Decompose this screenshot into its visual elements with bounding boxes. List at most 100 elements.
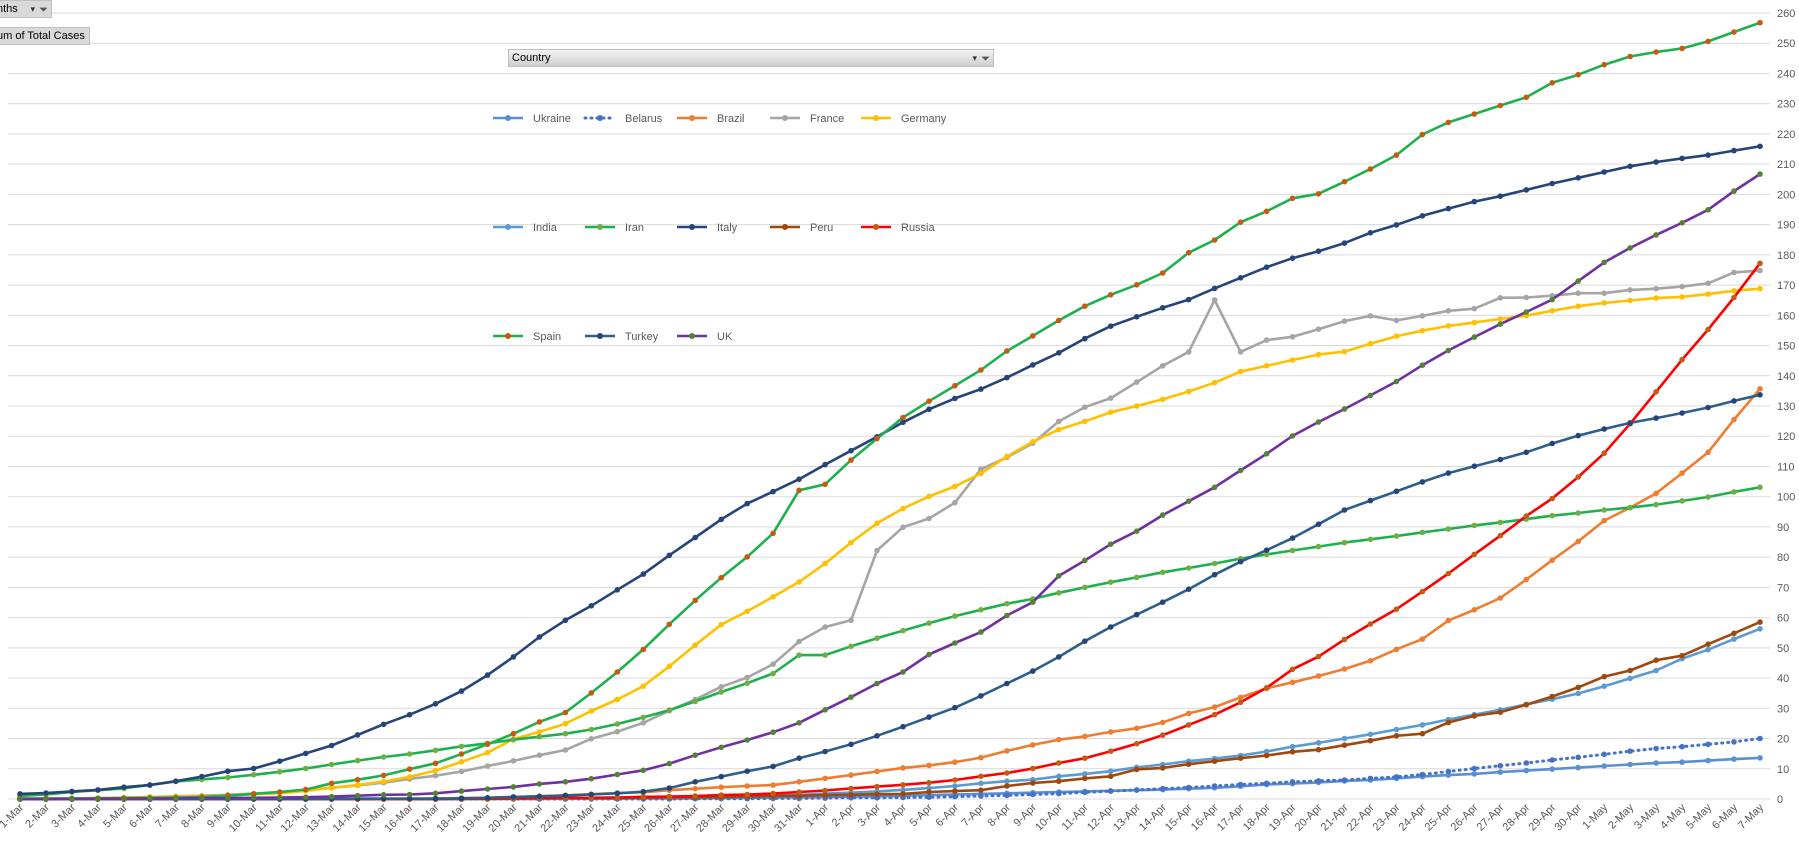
data-point bbox=[1133, 379, 1140, 385]
months-field-label: nths bbox=[0, 3, 18, 15]
series-brazil bbox=[17, 386, 1763, 802]
data-point bbox=[354, 757, 361, 764]
legend-item[interactable]: UK bbox=[677, 331, 733, 343]
data-point bbox=[380, 795, 387, 802]
legend-item[interactable]: Peru bbox=[770, 222, 833, 234]
data-point bbox=[978, 470, 984, 477]
data-point bbox=[926, 398, 932, 405]
data-point bbox=[302, 750, 309, 757]
data-point bbox=[1107, 748, 1114, 754]
y-tick-label: 180 bbox=[1777, 250, 1795, 262]
data-point bbox=[173, 795, 179, 802]
data-point bbox=[1497, 709, 1504, 715]
data-point bbox=[1731, 147, 1737, 154]
legend-item[interactable]: India bbox=[493, 222, 558, 234]
x-tick-label: 4-May bbox=[1658, 801, 1688, 831]
data-point bbox=[1030, 742, 1036, 748]
data-point bbox=[796, 476, 802, 483]
legend-item[interactable]: Spain bbox=[493, 331, 561, 343]
x-tick-label: 4-Apr bbox=[882, 801, 910, 829]
data-point bbox=[1237, 368, 1244, 375]
data-point bbox=[822, 560, 828, 567]
data-point bbox=[1289, 547, 1296, 554]
data-point bbox=[1315, 191, 1322, 197]
data-point bbox=[1159, 305, 1166, 311]
data-point bbox=[796, 720, 802, 726]
data-point bbox=[1185, 249, 1192, 256]
data-point bbox=[1471, 713, 1478, 719]
legend-item[interactable]: Russia bbox=[861, 222, 936, 234]
data-point bbox=[1082, 584, 1088, 591]
legend-item[interactable]: Turkey bbox=[585, 331, 659, 343]
data-point bbox=[640, 571, 647, 577]
legend-marker bbox=[689, 115, 695, 121]
data-point bbox=[1575, 510, 1581, 516]
legend-label: Germany bbox=[901, 113, 947, 125]
data-point bbox=[225, 768, 231, 774]
legend-item[interactable]: Belarus bbox=[583, 113, 663, 125]
data-point bbox=[484, 786, 491, 792]
filter-icon: ⏷ bbox=[39, 4, 48, 16]
data-point bbox=[510, 730, 517, 737]
x-tick-label: 1-May bbox=[1580, 801, 1610, 831]
months-field-button[interactable]: nths ▾ ⏷ bbox=[0, 0, 52, 18]
legend-item[interactable]: Germany bbox=[861, 113, 947, 125]
data-point bbox=[173, 778, 179, 784]
data-point bbox=[1107, 323, 1114, 330]
legend-item[interactable]: Italy bbox=[677, 222, 738, 234]
data-point bbox=[1601, 426, 1607, 432]
data-point bbox=[1679, 45, 1685, 52]
values-field-button[interactable]: um of Total Cases bbox=[0, 27, 90, 45]
data-point bbox=[1289, 255, 1296, 261]
data-point bbox=[328, 761, 335, 768]
data-point bbox=[1705, 641, 1711, 647]
legend-item[interactable]: France bbox=[770, 113, 844, 125]
series-line bbox=[19, 486, 1761, 798]
legend-item[interactable]: Ukraine bbox=[493, 113, 571, 125]
data-point bbox=[1315, 746, 1322, 753]
data-point bbox=[199, 795, 205, 801]
y-tick-label: 40 bbox=[1777, 673, 1789, 685]
data-point bbox=[1445, 205, 1452, 212]
legend-label: Belarus bbox=[625, 113, 663, 125]
data-point bbox=[1030, 765, 1036, 772]
data-point bbox=[1289, 535, 1296, 541]
legend-item[interactable]: Iran bbox=[585, 222, 644, 234]
series-line bbox=[20, 262, 1762, 801]
data-point bbox=[1367, 621, 1374, 627]
legend-item[interactable]: Brazil bbox=[677, 113, 745, 125]
data-point bbox=[536, 752, 543, 758]
x-tick-label: 21-Apr bbox=[1319, 801, 1351, 833]
data-point bbox=[69, 788, 75, 795]
data-point bbox=[510, 736, 517, 743]
data-point bbox=[536, 781, 543, 787]
data-point bbox=[1341, 742, 1348, 748]
data-point bbox=[1159, 512, 1166, 518]
data-point bbox=[1211, 711, 1218, 718]
data-point bbox=[1653, 415, 1659, 421]
data-point bbox=[1679, 652, 1685, 659]
data-point bbox=[1056, 790, 1062, 797]
data-point bbox=[1731, 294, 1737, 301]
data-point bbox=[1159, 363, 1166, 369]
data-point bbox=[1731, 398, 1737, 404]
country-field-button[interactable]: Country ▾ ⏷ bbox=[508, 49, 994, 67]
data-point bbox=[926, 779, 932, 786]
data-point bbox=[978, 629, 984, 635]
data-point bbox=[1315, 351, 1322, 358]
data-point bbox=[614, 771, 621, 778]
data-point bbox=[354, 732, 361, 738]
data-point bbox=[1471, 198, 1478, 205]
data-point bbox=[121, 795, 127, 802]
data-point bbox=[302, 786, 309, 793]
data-point bbox=[848, 741, 854, 748]
data-point bbox=[1757, 143, 1763, 150]
data-point bbox=[1056, 778, 1062, 784]
data-point bbox=[640, 767, 647, 774]
data-point bbox=[69, 796, 75, 802]
data-point bbox=[822, 624, 828, 630]
data-point bbox=[718, 516, 724, 523]
data-point bbox=[1575, 764, 1581, 771]
data-point bbox=[640, 788, 647, 795]
data-point bbox=[406, 795, 413, 802]
